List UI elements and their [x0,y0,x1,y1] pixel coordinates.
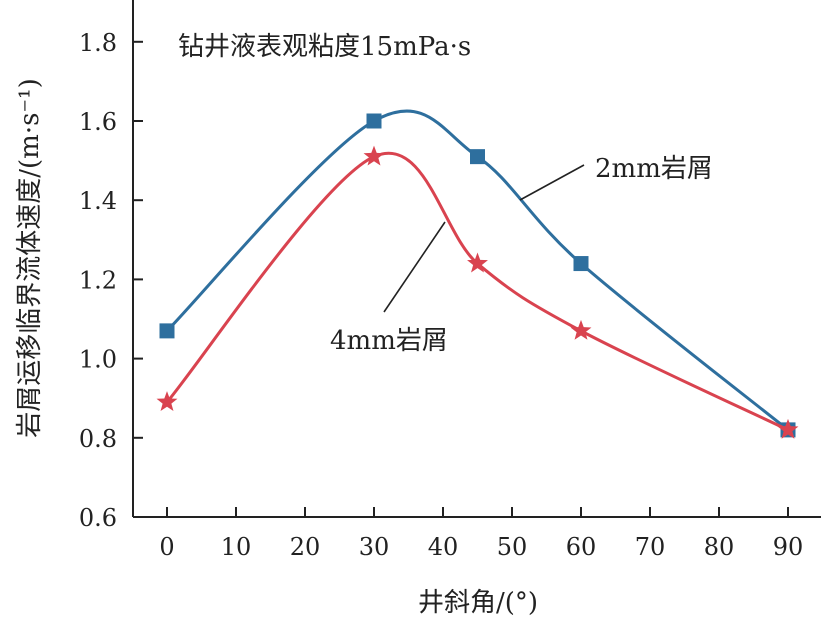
x-tick-label-70: 70 [635,533,666,561]
x-tick-label-90: 90 [773,533,804,561]
x-tick-label-0: 0 [159,533,174,561]
series-1-line [165,152,789,432]
series-layer [156,109,799,439]
x-tick-label-50: 50 [497,533,528,561]
series-0-point-3 [573,256,589,272]
axes [132,0,821,518]
x-axis-title: 井斜角/(°) [418,588,538,618]
series-0-point-1 [366,113,382,129]
x-tick-label-80: 80 [704,533,735,561]
series-2mm-label: 2mm岩屑 [595,154,713,184]
y-tick-label-0: 0.6 [79,504,117,532]
series-4mm-label: 4mm岩屑 [330,326,448,356]
y-axis-title: 岩屑运移临界流体速度/(m·s⁻¹) [15,78,45,437]
chart-annotation: 钻井液表观粘度15mPa·s [178,32,471,62]
y-tick-label-4: 1.4 [79,187,117,215]
series-1-point-1 [363,145,385,166]
series-1-point-4 [777,418,799,439]
x-ticks: 0 10 20 30 40 50 60 70 80 90 [159,507,803,561]
y-tick-label-5: 1.6 [79,108,117,136]
series-2mm-leader-line [519,164,585,201]
x-tick-label-40: 40 [428,533,459,561]
y-ticks: 0.6 0.8 1.0 1.2 1.4 1.6 1.8 [79,29,143,532]
series-4mm-leader-line [383,221,446,313]
y-tick-label-2: 1.0 [79,346,117,374]
x-tick-label-10: 10 [221,533,252,561]
series-1 [156,145,799,439]
x-tick-label-60: 60 [566,533,597,561]
y-tick-label-6: 1.8 [79,29,117,57]
series-1-point-0 [156,391,178,412]
series-0-point-2 [470,149,485,165]
x-tick-label-30: 30 [359,533,390,561]
series-1-point-3 [570,319,592,340]
series-0-point-0 [159,323,175,339]
y-tick-label-1: 0.8 [79,425,117,453]
series-1-point-2 [467,252,488,273]
annotations: 钻井液表观粘度15mPa·s 2mm岩屑 4mm岩屑 [178,32,713,356]
series-0 [159,109,796,438]
x-tick-label-20: 20 [290,533,321,561]
y-tick-label-3: 1.2 [79,266,117,294]
